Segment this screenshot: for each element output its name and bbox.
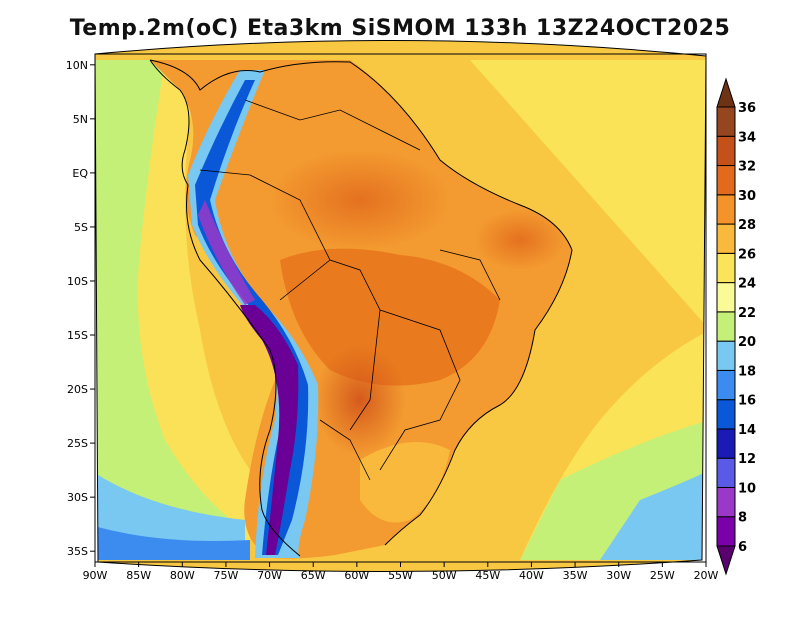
colorbar-over-arrow <box>716 77 736 108</box>
colorbar-label: 22 <box>738 306 756 321</box>
colorbar-label: 24 <box>738 277 756 292</box>
x-tick-label: 40W <box>519 569 544 582</box>
andes-purple-peaks <box>240 305 299 555</box>
colorbar-swatch <box>716 106 736 137</box>
colorbar-label: 26 <box>738 247 756 262</box>
y-tick-label: 35S <box>67 545 88 558</box>
colorbar-label: 8 <box>738 511 747 526</box>
atlantic-warm-band <box>470 60 706 560</box>
x-tick-label: 65W <box>301 569 326 582</box>
colorbar-swatch <box>716 399 736 430</box>
colorbar-swatch <box>716 428 736 459</box>
y-tick-label: 10S <box>67 275 88 288</box>
colorbar-label: 16 <box>738 394 756 409</box>
y-tick-label: 5N <box>73 113 88 126</box>
map-axes: 90W 85W 80W 75W 70W 65W 60W 55W 50W 45W 40W 35W 30W 2… <box>66 53 719 582</box>
colorbar-label: 34 <box>738 130 756 145</box>
x-tick-label: 70W <box>257 569 282 582</box>
temperature-field <box>95 40 706 572</box>
amazon-hot-core <box>270 150 450 250</box>
x-tick-label: 30W <box>606 569 631 582</box>
x-tick-label: 55W <box>388 569 413 582</box>
colorbar: 6 8 10 12 14 16 18 20 22 24 26 28 30 32 34 36 <box>716 77 756 576</box>
y-tick-label: 30S <box>67 491 88 504</box>
x-tick-label: 25W <box>650 569 675 582</box>
x-tick-label: 45W <box>475 569 500 582</box>
colorbar-label: 10 <box>738 481 756 496</box>
central-andes-purple <box>198 200 255 305</box>
colorbar-swatch <box>716 135 736 167</box>
colorbar-swatch <box>716 369 736 401</box>
map-title: Temp.2m(oC) Eta3km SiSMOM 133h 13Z24OCT2… <box>69 16 731 41</box>
x-axis-ticks: 90W 85W 80W 75W 70W 65W 60W 55W 50W 45W 40W 35W 30W 2… <box>83 562 719 582</box>
colorbar-label: 30 <box>738 189 756 204</box>
south-america-coastline <box>149 59 573 557</box>
colorbar-label: 18 <box>738 364 756 379</box>
colorbar-swatch <box>716 311 736 342</box>
y-tick-label: 25S <box>67 437 88 450</box>
colorbar-swatch <box>716 252 736 284</box>
pacific-green-band <box>95 60 245 560</box>
colorbar-label: 20 <box>738 335 756 350</box>
colorbar-swatch <box>716 165 736 196</box>
y-axis-ticks: 10N 5N EQ 5S 10S 15S 20S 25S 30S 35S <box>66 59 95 558</box>
x-tick-label: 80W <box>170 569 195 582</box>
southern-brazil-cooler <box>360 442 450 523</box>
coastline-borders <box>149 59 573 557</box>
colorbar-label: 12 <box>738 452 756 467</box>
colorbar-swatch <box>716 223 736 254</box>
x-tick-label: 60W <box>344 569 369 582</box>
chaco-hot-core <box>315 345 405 455</box>
colorbar-label: 6 <box>738 540 747 555</box>
colorbar-swatch <box>716 194 736 225</box>
y-tick-label: 5S <box>74 221 88 234</box>
y-tick-label: 15S <box>67 329 88 342</box>
colorbar-label: 14 <box>738 423 756 438</box>
brazil-interior-hot <box>280 248 500 386</box>
colorbar-label: 36 <box>738 101 756 116</box>
map-domain-frame <box>94 39 707 573</box>
south-atlantic-cyan <box>600 470 706 560</box>
y-tick-label: 10N <box>66 59 88 72</box>
x-tick-label: 35W <box>563 569 588 582</box>
country-borders <box>199 99 501 481</box>
colorbar-swatch <box>716 486 736 518</box>
x-tick-label: 75W <box>213 569 238 582</box>
colorbar-swatch <box>716 457 736 488</box>
colorbar-swatch <box>716 340 736 371</box>
x-tick-label: 85W <box>126 569 151 582</box>
colorbar-label: 32 <box>738 160 756 175</box>
pacific-blue-band <box>95 525 250 560</box>
x-tick-label: 90W <box>83 569 108 582</box>
colorbar-swatch <box>716 516 736 547</box>
y-tick-label: 20S <box>67 383 88 396</box>
colorbar-label: 28 <box>738 218 756 233</box>
x-tick-label: 50W <box>432 569 457 582</box>
y-tick-label: EQ <box>72 167 88 180</box>
colorbar-under-arrow <box>716 545 736 576</box>
northeast-hot-core <box>475 210 565 270</box>
x-tick-label: 20W <box>694 569 719 582</box>
colorbar-swatch <box>716 282 736 313</box>
